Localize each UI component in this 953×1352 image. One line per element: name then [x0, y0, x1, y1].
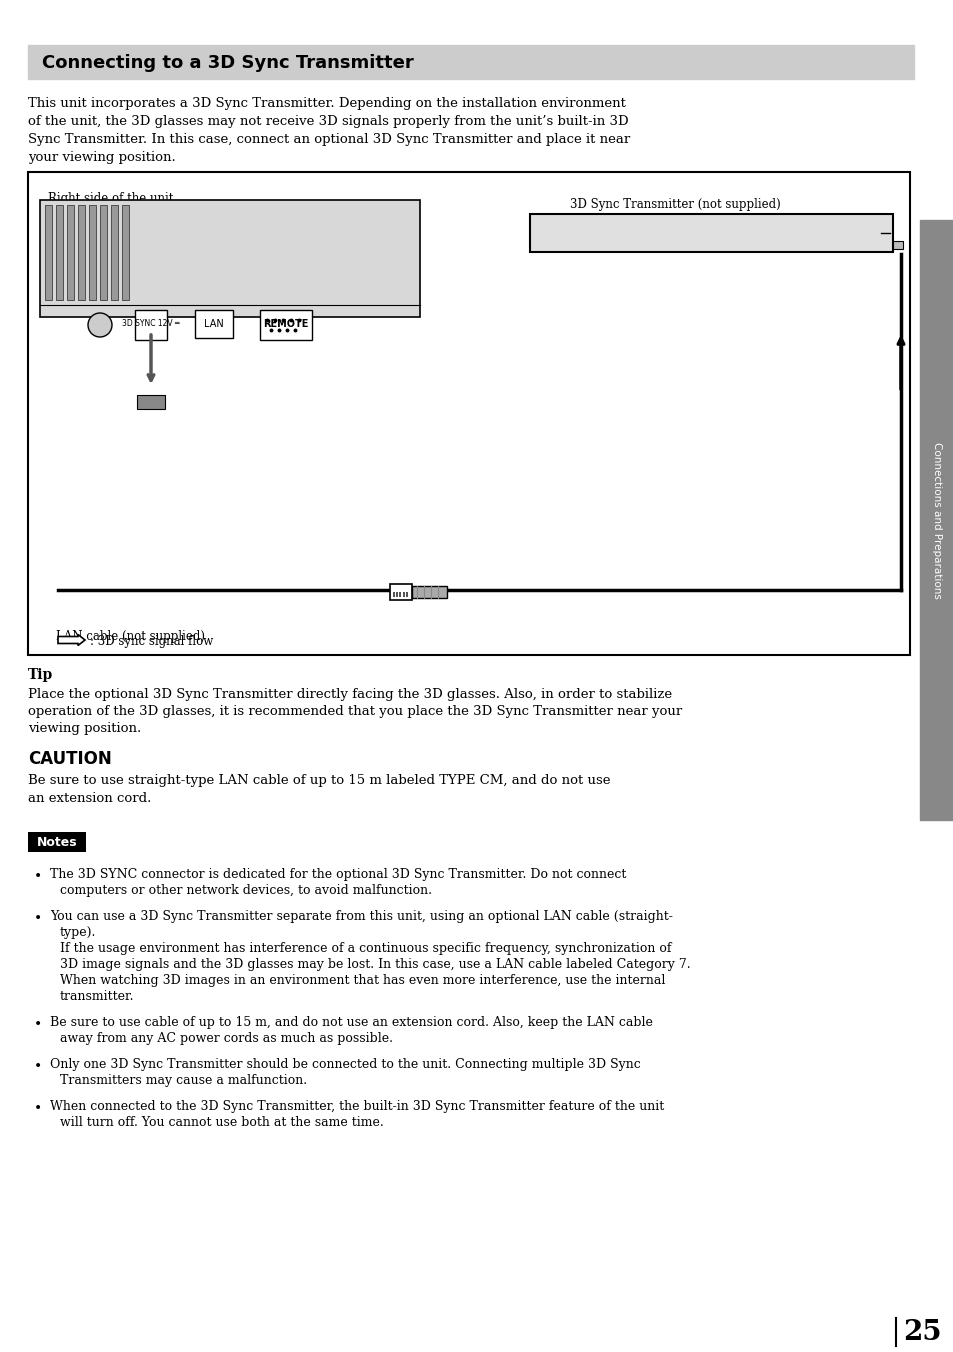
Text: •: • — [34, 1060, 42, 1073]
Bar — [122, 206, 129, 300]
Bar — [67, 206, 74, 300]
Text: Be sure to use cable of up to 15 m, and do not use an extension cord. Also, keep: Be sure to use cable of up to 15 m, and … — [50, 1015, 652, 1029]
Bar — [260, 310, 312, 339]
Circle shape — [88, 314, 112, 337]
Text: •: • — [34, 913, 42, 926]
Bar — [137, 395, 165, 410]
Bar — [530, 214, 892, 251]
Text: type).: type). — [60, 926, 96, 940]
Bar — [395, 592, 397, 598]
Bar — [40, 200, 419, 316]
Text: Sync Transmitter. In this case, connect an optional 3D Sync Transmitter and plac: Sync Transmitter. In this case, connect … — [28, 132, 630, 146]
Text: transmitter.: transmitter. — [60, 990, 134, 1003]
Text: 25: 25 — [902, 1318, 941, 1345]
Text: an extension cord.: an extension cord. — [28, 792, 152, 804]
Bar — [45, 206, 52, 300]
Text: Notes: Notes — [36, 836, 77, 849]
Bar — [100, 206, 107, 300]
Text: •: • — [34, 1102, 42, 1115]
Text: your viewing position.: your viewing position. — [28, 151, 175, 164]
Text: Right side of the unit: Right side of the unit — [48, 192, 173, 206]
Bar — [892, 241, 902, 249]
Text: When connected to the 3D Sync Transmitter, the built-in 3D Sync Transmitter feat: When connected to the 3D Sync Transmitte… — [50, 1101, 663, 1113]
Text: 3D SYNC 12V ═: 3D SYNC 12V ═ — [122, 319, 179, 329]
Bar — [111, 206, 118, 300]
Text: Be sure to use straight-type LAN cable of up to 15 m labeled TYPE CM, and do not: Be sure to use straight-type LAN cable o… — [28, 773, 610, 787]
Text: •: • — [34, 1018, 42, 1032]
Bar — [135, 310, 167, 339]
Bar — [390, 584, 412, 600]
Text: Only one 3D Sync Transmitter should be connected to the unit. Connecting multipl: Only one 3D Sync Transmitter should be c… — [50, 1059, 640, 1071]
Bar — [28, 45, 913, 78]
Text: Place the optional 3D Sync Transmitter directly facing the 3D glasses. Also, in : Place the optional 3D Sync Transmitter d… — [28, 688, 672, 700]
FancyArrow shape — [58, 634, 85, 645]
Bar — [402, 592, 404, 598]
Bar — [194, 310, 233, 338]
Text: LAN: LAN — [204, 319, 224, 329]
Text: of the unit, the 3D glasses may not receive 3D signals properly from the unit’s : of the unit, the 3D glasses may not rece… — [28, 115, 628, 128]
Text: 3D image signals and the 3D glasses may be lost. In this case, use a LAN cable l: 3D image signals and the 3D glasses may … — [60, 959, 690, 971]
Text: computers or other network devices, to avoid malfunction.: computers or other network devices, to a… — [60, 884, 432, 896]
Text: When watching 3D images in an environment that has even more interference, use t: When watching 3D images in an environmen… — [60, 973, 664, 987]
Text: 3D Sync Transmitter (not supplied): 3D Sync Transmitter (not supplied) — [569, 197, 780, 211]
Text: You can use a 3D Sync Transmitter separate from this unit, using an optional LAN: You can use a 3D Sync Transmitter separa… — [50, 910, 672, 923]
Text: LAN cable (not supplied): LAN cable (not supplied) — [56, 630, 205, 644]
Text: Transmitters may cause a malfunction.: Transmitters may cause a malfunction. — [60, 1073, 307, 1087]
Text: •: • — [34, 869, 42, 884]
Bar — [393, 592, 395, 598]
Bar — [919, 220, 953, 821]
Text: operation of the 3D glasses, it is recommended that you place the 3D Sync Transm: operation of the 3D glasses, it is recom… — [28, 704, 681, 718]
Bar — [56, 206, 63, 300]
Text: : 3D sync signal flow: : 3D sync signal flow — [90, 635, 213, 648]
Bar — [405, 592, 407, 598]
Text: The 3D SYNC connector is dedicated for the optional 3D Sync Transmitter. Do not : The 3D SYNC connector is dedicated for t… — [50, 868, 626, 882]
Text: If the usage environment has interference of a continuous specific frequency, sy: If the usage environment has interferenc… — [60, 942, 671, 955]
Text: Tip: Tip — [28, 668, 53, 681]
Bar — [399, 592, 401, 598]
Bar — [89, 206, 96, 300]
Bar — [412, 585, 447, 598]
Bar — [28, 172, 909, 654]
Text: Connecting to a 3D Sync Transmitter: Connecting to a 3D Sync Transmitter — [42, 54, 414, 72]
Text: CAUTION: CAUTION — [28, 750, 112, 768]
Text: will turn off. You cannot use both at the same time.: will turn off. You cannot use both at th… — [60, 1115, 383, 1129]
Bar — [28, 831, 86, 852]
Bar — [78, 206, 85, 300]
Text: away from any AC power cords as much as possible.: away from any AC power cords as much as … — [60, 1032, 393, 1045]
Text: Connections and Preparations: Connections and Preparations — [931, 442, 941, 599]
Text: viewing position.: viewing position. — [28, 722, 141, 735]
Text: REMOTE: REMOTE — [263, 319, 309, 329]
Text: This unit incorporates a 3D Sync Transmitter. Depending on the installation envi: This unit incorporates a 3D Sync Transmi… — [28, 97, 625, 110]
